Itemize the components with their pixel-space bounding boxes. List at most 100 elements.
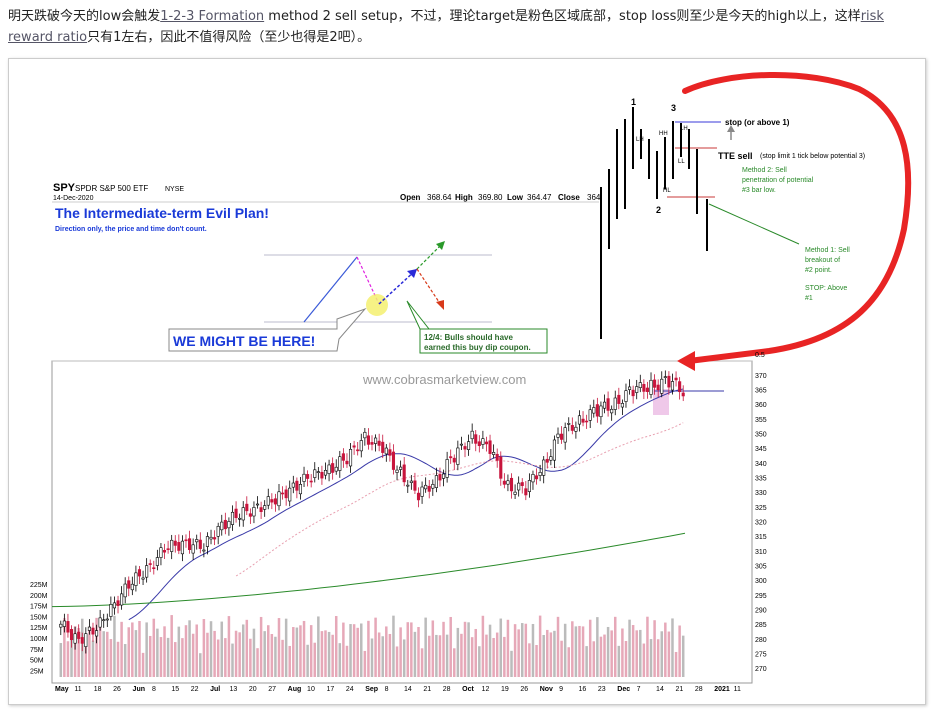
candle-body [191, 544, 195, 554]
candle-body [492, 452, 496, 455]
candle-body [610, 408, 614, 414]
risk-reward-link[interactable]: risk reward ratio [8, 9, 884, 45]
candle-body [205, 536, 210, 547]
candle-body [316, 471, 320, 473]
date-tick-label: 21 [675, 686, 683, 693]
date-tick-label: 9 [559, 686, 563, 693]
candle-body [441, 473, 446, 479]
candle-body [95, 630, 99, 637]
volume-bar [306, 644, 309, 677]
candle-body [87, 626, 91, 631]
candle-body [173, 540, 177, 546]
volume-bar [313, 642, 317, 677]
volume-bar [621, 628, 624, 677]
candle-body [148, 563, 152, 565]
high-label: High [455, 193, 473, 202]
candle-body [635, 386, 639, 393]
stop-note-2: #1 [805, 295, 813, 302]
candle-body [420, 486, 424, 497]
date-tick-label: 24 [346, 686, 354, 693]
volume-bar [292, 627, 295, 677]
volume-bar [674, 651, 678, 677]
volume-bar [309, 625, 313, 677]
candle-body [506, 480, 510, 485]
date-tick-label: 22 [191, 686, 199, 693]
volume-bar [445, 634, 449, 677]
candle-body [62, 620, 66, 627]
candle-body [388, 449, 392, 456]
volume-bar [224, 638, 227, 677]
candle-body [681, 392, 685, 397]
candle-body [195, 539, 199, 543]
candle-body [155, 557, 159, 566]
here-callout-box [168, 307, 367, 352]
candle-body [374, 437, 378, 444]
volume-bar [95, 617, 98, 677]
volume-bar [628, 619, 631, 677]
volume-bar [134, 630, 138, 677]
price-tick-label: 360 [755, 402, 767, 409]
note-callout-box [406, 300, 548, 354]
candle-body [323, 470, 328, 476]
candle-body [406, 484, 410, 487]
date-tick-label: 27 [268, 686, 276, 693]
volume-bar [270, 634, 274, 677]
date-tick-label: Oct [462, 686, 474, 693]
volume-bar [610, 630, 613, 677]
volume-bar [478, 646, 481, 677]
date-tick-label: 28 [443, 686, 451, 693]
volume-bar [59, 643, 63, 677]
price-tick-label: 295 [755, 593, 767, 600]
volume-bar [141, 652, 145, 677]
candle-body [102, 619, 106, 622]
date-tick-label: 10 [307, 686, 315, 693]
volume-bar [360, 623, 363, 677]
candle-body [570, 425, 574, 431]
volume-tick-label: 50M [30, 658, 44, 665]
volume-bar [474, 628, 477, 677]
ma200-line [51, 532, 686, 608]
volume-bar [370, 638, 374, 677]
volume-bar [528, 643, 531, 677]
intro-text-3: 只有1左右，因此不值得风险（至少也得是2吧）。 [87, 30, 371, 45]
candle-body [552, 439, 556, 461]
date-tick-label: 12 [482, 686, 490, 693]
candle-body [216, 526, 220, 537]
volume-bar [238, 632, 241, 677]
volume-bar [470, 637, 474, 677]
candle-body [395, 469, 399, 473]
candle-body [402, 464, 406, 483]
volume-bar [299, 625, 302, 677]
candle-body [670, 381, 675, 391]
candle-body [295, 480, 299, 491]
candle-body [370, 442, 374, 445]
volume-bar [184, 625, 188, 677]
candle-body [252, 507, 256, 517]
date-tick-label: 17 [326, 686, 334, 693]
volume-bar [485, 634, 488, 677]
candle-body [127, 580, 131, 589]
volume-bar [377, 632, 381, 677]
volume-bar [295, 627, 299, 677]
candle-body [592, 407, 596, 414]
date-tick-label: 18 [94, 686, 102, 693]
date-tick-label: 26 [520, 686, 528, 693]
green-arrowhead [436, 241, 445, 250]
candle-body [270, 499, 274, 503]
candle-body [409, 480, 413, 483]
volume-bar [553, 630, 556, 677]
volume-bar [392, 615, 395, 677]
candle-body [463, 446, 467, 450]
formation-link[interactable]: 1-2-3 Formation [160, 9, 265, 24]
volume-bar [277, 618, 281, 677]
candle-body [638, 382, 642, 388]
candle-body [678, 381, 682, 393]
volume-bar [402, 639, 406, 677]
candle-body [556, 433, 560, 438]
candle-body [467, 441, 471, 450]
candle-body [266, 496, 270, 506]
upper-scale-label: 0.5 [755, 352, 765, 359]
point-2-label: 2 [656, 205, 661, 215]
volume-bar [331, 634, 334, 677]
candle-body [356, 449, 360, 452]
